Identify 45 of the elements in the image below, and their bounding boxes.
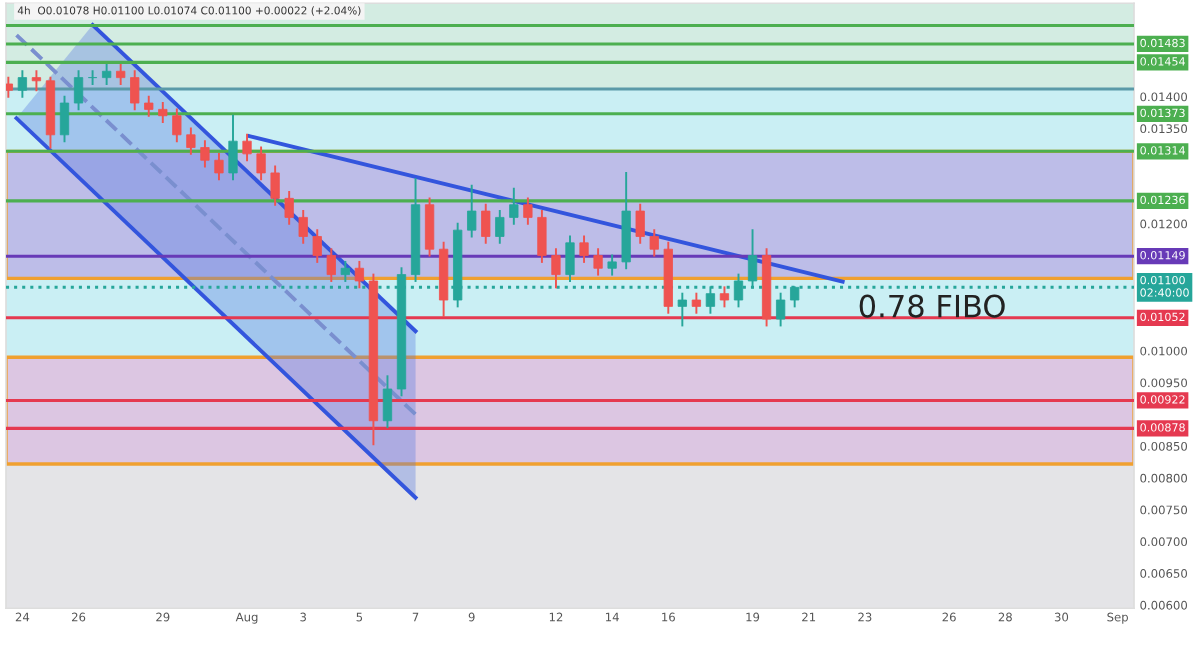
candlestick — [593, 248, 603, 276]
candlestick — [17, 70, 28, 98]
candlestick — [73, 70, 84, 111]
candlestick — [172, 108, 182, 143]
candlestick — [298, 210, 308, 244]
candlestick — [495, 210, 505, 244]
candlestick — [467, 184, 477, 238]
candlestick — [579, 235, 589, 263]
candlestick — [424, 197, 435, 257]
candlestick — [312, 229, 322, 263]
candlestick — [144, 95, 154, 117]
candlestick — [537, 210, 547, 263]
candlestick — [59, 95, 70, 143]
annotation: 0.78 FIBO — [859, 294, 1005, 318]
candlestick — [102, 63, 112, 85]
candlestick — [649, 229, 659, 257]
candlestick — [228, 114, 238, 181]
candlestick — [340, 260, 350, 282]
candlestick — [607, 254, 617, 276]
candlestick — [635, 203, 645, 244]
candlestick — [130, 70, 140, 111]
candlestick — [677, 292, 687, 327]
candlestick — [200, 140, 210, 168]
candlestick — [551, 248, 561, 289]
candlestick — [691, 292, 702, 314]
candlestick — [509, 187, 519, 225]
candlestick — [214, 152, 224, 181]
candlestick — [270, 165, 280, 206]
candlestick — [186, 127, 196, 155]
candlestick — [242, 133, 252, 162]
candlestick — [382, 375, 393, 429]
candlestick — [354, 260, 365, 289]
candlestick — [116, 63, 126, 85]
candlestick — [523, 197, 533, 225]
candlestick — [6, 76, 13, 98]
candlestick — [719, 286, 730, 308]
candlestick — [31, 70, 42, 92]
candlestick — [256, 146, 266, 181]
candlestick — [326, 248, 336, 282]
candlestick — [87, 70, 98, 85]
candlestick — [481, 203, 491, 244]
candlestick — [565, 235, 575, 282]
candlestick — [284, 191, 294, 225]
candlestick — [775, 292, 786, 327]
candlestick — [158, 102, 168, 124]
